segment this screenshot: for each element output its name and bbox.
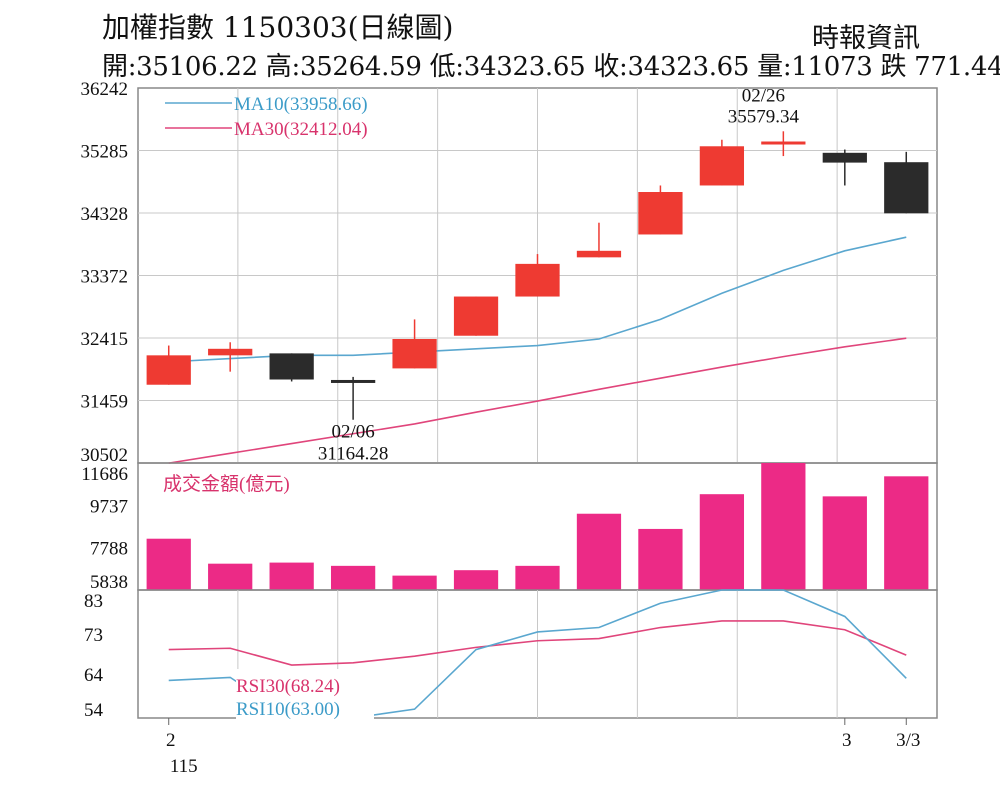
rsi-tick-label: 83: [84, 591, 103, 612]
low-date-label: 02/06: [331, 422, 374, 443]
price-legend: MA10(33958.66) MA30(32412.04): [165, 94, 368, 140]
x-tick-label: 3: [842, 730, 852, 751]
volume-bar: [208, 563, 253, 590]
volume-panel: 11686 9737 7788 5838 成交金額(億元): [81, 462, 938, 593]
high-date-label: 02/26: [742, 85, 785, 106]
volume-bar: [146, 538, 191, 590]
volume-bar: [761, 463, 806, 590]
source-label: 時報資訊: [812, 23, 920, 54]
candle-up: [146, 355, 191, 385]
price-tick-label: 30502: [81, 445, 129, 466]
x-tick-sublabel: 115: [170, 756, 198, 777]
ohlc-stats: 開:35106.22 高:35264.59 低:34323.65 收:34323…: [102, 52, 1000, 82]
volume-bar: [453, 570, 499, 590]
volume-y-axis: 11686 9737 7788 5838: [81, 464, 128, 593]
high-value-label: 35579.34: [728, 106, 800, 127]
candle-up: [576, 250, 622, 258]
candle-down: [330, 379, 376, 383]
price-y-axis: 36242 35285 34328 33372 32415 31459 30502: [81, 79, 129, 466]
price-tick-label: 32415: [81, 329, 129, 350]
rsi-panel: 83 73 64 54 RSI30(68.24) RSI10(63.00) 2 115 3…: [84, 589, 938, 777]
rsi30-line: [168, 620, 907, 666]
volume-bar: [699, 494, 745, 590]
volume-bar: [822, 496, 867, 590]
ma10-legend: MA10(33958.66): [234, 94, 368, 115]
low-value-label: 31164.28: [318, 444, 389, 465]
price-tick-label: 35285: [81, 142, 129, 163]
ma30-line: [168, 337, 907, 464]
volume-tick-label: 11686: [81, 464, 128, 485]
volume-bar: [330, 565, 376, 590]
candle-up: [392, 339, 437, 369]
volume-tick-label: 9737: [90, 496, 128, 517]
price-tick-label: 33372: [81, 267, 129, 288]
price-panel: 36242 35285 34328 33372 32415 31459 30502 02/0…: [81, 79, 938, 466]
price-tick-label: 36242: [81, 79, 129, 100]
rsi-tick-label: 64: [84, 665, 104, 686]
ma30-legend: MA30(32412.04): [234, 119, 368, 140]
candle-down: [822, 152, 867, 163]
chart-title: 加權指數 1150303(日線圖): [102, 11, 454, 44]
x-tick-label: 2: [166, 730, 176, 751]
candle-down: [269, 353, 314, 380]
volume-bars: [146, 463, 929, 590]
volume-tick-label: 7788: [90, 539, 128, 560]
candle-up: [208, 348, 253, 356]
candle-up: [453, 296, 499, 336]
rsi30-legend: RSI30(68.24): [236, 676, 340, 697]
price-tick-label: 34328: [81, 204, 129, 225]
volume-bar: [515, 565, 560, 590]
volume-bar: [638, 528, 683, 590]
candle-down: [884, 162, 929, 214]
rsi-tick-label: 73: [84, 625, 103, 646]
candle-up: [515, 263, 560, 297]
rsi-y-axis: 83 73 64 54: [84, 591, 104, 721]
candle-up: [638, 192, 683, 235]
candle-up: [761, 141, 806, 145]
volume-title: 成交金額(億元): [163, 473, 290, 495]
rsi-legend-backdrop: [236, 669, 374, 719]
volume-bar: [576, 513, 622, 590]
volume-bar: [392, 575, 437, 590]
rsi-tick-label: 54: [84, 700, 104, 721]
volume-bar: [269, 562, 314, 590]
x-tick-label: 3/3: [896, 730, 920, 751]
volume-bar: [884, 476, 929, 590]
volume-tick-label: 5838: [90, 572, 128, 593]
candlesticks: [146, 131, 929, 420]
rsi10-legend: RSI10(63.00): [236, 699, 340, 720]
price-tick-label: 31459: [81, 391, 129, 412]
candle-up: [699, 146, 745, 186]
x-axis: 2 115 3 3/3: [166, 718, 920, 777]
